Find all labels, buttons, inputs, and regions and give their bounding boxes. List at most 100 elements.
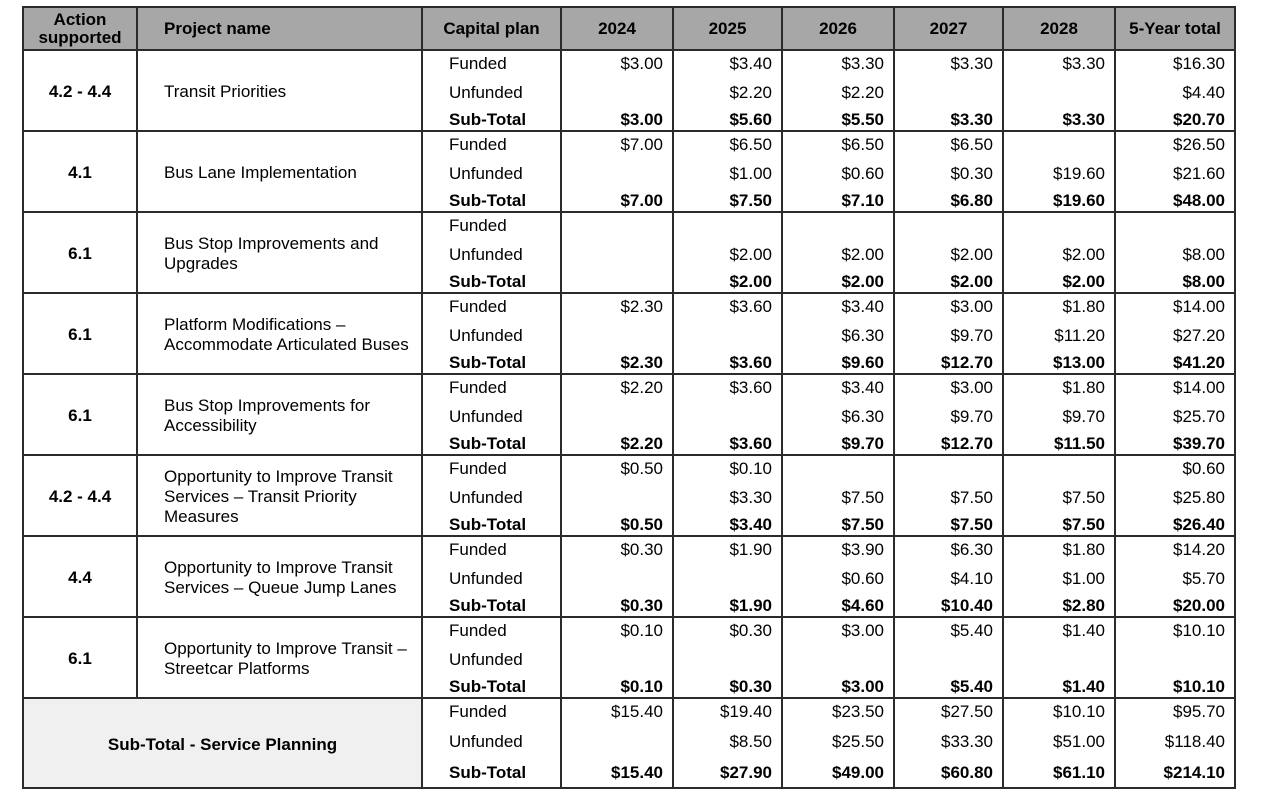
unfunded-value-cell: $8.00: [1114, 242, 1236, 268]
capital-plan-table: Action supported Project name Capital pl…: [22, 6, 1236, 789]
unfunded-value-cell: $2.20: [781, 80, 895, 106]
project-funded-row: 6.1 Bus Stop Improvements and Upgrades Fun…: [22, 211, 1236, 294]
funded-value-cell: $0.10: [672, 454, 783, 485]
unfunded-value-cell: $11.20: [1002, 323, 1116, 349]
subtotal-value-cell: $214.10: [1114, 759, 1236, 789]
funded-value-cell: $95.70: [1114, 697, 1236, 729]
subtotal-value-cell: $2.00: [1002, 268, 1116, 294]
subtotal-value-cell: $3.60: [672, 349, 783, 375]
funded-label: Funded: [421, 616, 562, 647]
funded-label: Funded: [421, 49, 562, 80]
subtotal-value-cell: $2.30: [560, 349, 674, 375]
unfunded-value-cell: $6.30: [781, 404, 895, 430]
funded-value-cell: $3.00: [893, 373, 1004, 404]
unfunded-value-cell: [1114, 647, 1236, 673]
funded-value-cell: [893, 211, 1004, 242]
funded-value-cell: $2.20: [560, 373, 674, 404]
project-name-cell: Platform Modifications – Accommodate Art…: [136, 292, 423, 375]
project-funded-row: 4.2 - 4.4 Transit Priorities Funded $3.00 $3…: [22, 49, 1236, 132]
funded-value-cell: $2.30: [560, 292, 674, 323]
subtotal-label: Sub-Total: [421, 759, 562, 789]
unfunded-value-cell: $0.60: [781, 161, 895, 187]
header-project-name: Project name: [136, 6, 423, 51]
project-name-cell: Bus Stop Improvements for Accessibility: [136, 373, 423, 456]
unfunded-value-cell: $5.70: [1114, 566, 1236, 592]
subtotal-value-cell: $10.10: [1114, 673, 1236, 699]
project-funded-row: 6.1 Opportunity to Improve Transit – Stre…: [22, 616, 1236, 699]
subtotal-value-cell: $7.50: [1002, 511, 1116, 537]
project-unfunded-row: Unfunded $2.20 $2.20 $4.40: [23, 80, 1236, 106]
funded-value-cell: $27.50: [893, 697, 1004, 729]
summary-unfunded-row: Unfunded $8.50 $25.50 $33.30 $51.00 $118.40: [23, 729, 1236, 759]
project-name-cell: Opportunity to Improve Transit – Streetc…: [136, 616, 423, 699]
subtotal-value-cell: $3.00: [781, 673, 895, 699]
subtotal-value-cell: $12.70: [893, 430, 1004, 456]
action-supported-cell: 4.4: [22, 535, 138, 618]
unfunded-label: Unfunded: [421, 161, 562, 187]
project-unfunded-row: Unfunded $3.30 $7.50 $7.50 $7.50 $25.80: [23, 485, 1236, 511]
unfunded-label: Unfunded: [421, 323, 562, 349]
funded-label: Funded: [421, 130, 562, 161]
project-unfunded-row: Unfunded $1.00 $0.60 $0.30 $19.60 $21.60: [23, 161, 1236, 187]
subtotal-value-cell: $5.40: [893, 673, 1004, 699]
funded-value-cell: $5.40: [893, 616, 1004, 647]
funded-value-cell: $1.40: [1002, 616, 1116, 647]
header-year-2025: 2025: [672, 6, 783, 51]
table-body: 4.2 - 4.4 Transit Priorities Funded $3.00 $3…: [22, 49, 1236, 789]
unfunded-value-cell: [1002, 647, 1116, 673]
subtotal-value-cell: [560, 268, 674, 294]
unfunded-value-cell: [672, 404, 783, 430]
project-unfunded-row: Unfunded $6.30 $9.70 $11.20 $27.20: [23, 323, 1236, 349]
subtotal-value-cell: $8.00: [1114, 268, 1236, 294]
project-name-cell: Opportunity to Improve Transit Services …: [136, 454, 423, 537]
funded-value-cell: [781, 211, 895, 242]
funded-value-cell: $6.50: [781, 130, 895, 161]
unfunded-value-cell: $19.60: [1002, 161, 1116, 187]
subtotal-value-cell: $20.70: [1114, 106, 1236, 132]
header-capital-plan: Capital plan: [421, 6, 562, 51]
funded-value-cell: [1114, 211, 1236, 242]
subtotal-label: Sub-Total: [421, 592, 562, 618]
unfunded-value-cell: $51.00: [1002, 729, 1116, 759]
unfunded-value-cell: [560, 566, 674, 592]
project-subtotal-row: Sub-Total $7.00 $7.50 $7.10 $6.80 $19.60 $48.0…: [23, 187, 1236, 213]
project-subtotal-row: Sub-Total $2.00 $2.00 $2.00 $2.00 $8.00: [23, 268, 1236, 294]
funded-value-cell: [672, 211, 783, 242]
action-supported-cell: 6.1: [22, 373, 138, 456]
project-unfunded-row: Unfunded: [23, 647, 1236, 673]
subtotal-value-cell: $26.40: [1114, 511, 1236, 537]
subtotal-label: Sub-Total: [421, 430, 562, 456]
unfunded-value-cell: $2.00: [672, 242, 783, 268]
subtotal-value-cell: $9.70: [781, 430, 895, 456]
funded-label: Funded: [421, 697, 562, 729]
header-year-2027: 2027: [893, 6, 1004, 51]
funded-value-cell: $3.00: [781, 616, 895, 647]
funded-label: Funded: [421, 454, 562, 485]
funded-value-cell: $14.00: [1114, 373, 1236, 404]
funded-value-cell: $3.00: [560, 49, 674, 80]
funded-value-cell: [1002, 211, 1116, 242]
funded-value-cell: [560, 211, 674, 242]
unfunded-value-cell: $3.30: [672, 485, 783, 511]
unfunded-value-cell: $33.30: [893, 729, 1004, 759]
funded-value-cell: [1002, 454, 1116, 485]
project-subtotal-row: Sub-Total $0.30 $1.90 $4.60 $10.40 $2.80 $20.0…: [23, 592, 1236, 618]
subtotal-value-cell: $0.10: [560, 673, 674, 699]
header-five-year-total: 5-Year total: [1114, 6, 1236, 51]
subtotal-value-cell: $7.00: [560, 187, 674, 213]
subtotal-value-cell: $49.00: [781, 759, 895, 789]
subtotal-value-cell: $61.10: [1002, 759, 1116, 789]
funded-value-cell: [893, 454, 1004, 485]
funded-value-cell: [781, 454, 895, 485]
unfunded-value-cell: [672, 566, 783, 592]
capital-plan-sheet: Action supported Project name Capital pl…: [22, 6, 1236, 789]
subtotal-value-cell: $7.50: [672, 187, 783, 213]
subtotal-label: Sub-Total: [421, 511, 562, 537]
action-supported-cell: 4.2 - 4.4: [22, 454, 138, 537]
subtotal-label: Sub-Total: [421, 673, 562, 699]
project-subtotal-row: Sub-Total $0.10 $0.30 $3.00 $5.40 $1.40 $10.10: [23, 673, 1236, 699]
unfunded-value-cell: $7.50: [781, 485, 895, 511]
funded-value-cell: $3.30: [781, 49, 895, 80]
funded-value-cell: $3.30: [893, 49, 1004, 80]
funded-label: Funded: [421, 292, 562, 323]
